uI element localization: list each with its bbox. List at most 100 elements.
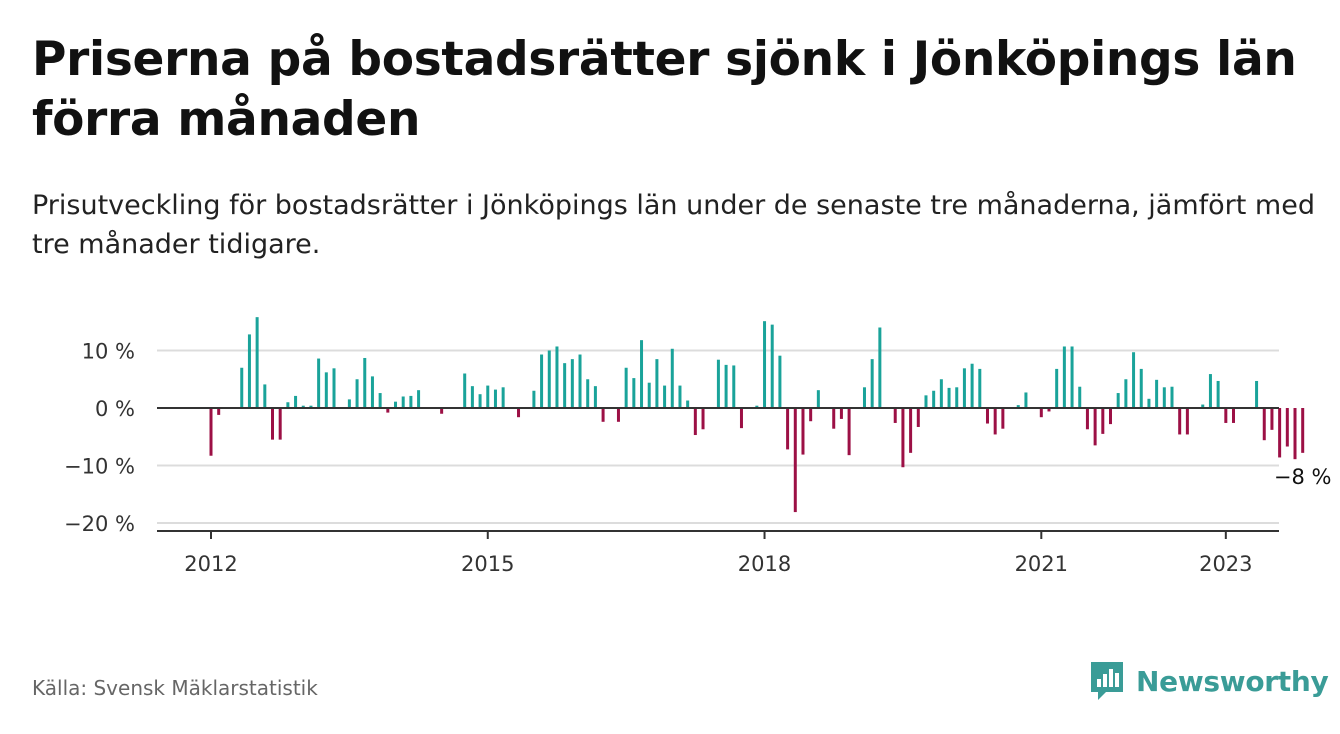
- x-tick-label: 2012: [184, 552, 237, 576]
- x-tick-label: 2021: [1015, 552, 1068, 576]
- bar: [878, 327, 882, 408]
- bar: [763, 321, 767, 408]
- bar: [1293, 408, 1297, 460]
- x-axis-ticks: 2012 2015 2018 2021 2023: [184, 531, 1253, 576]
- bar: [1024, 392, 1028, 408]
- bar: [716, 359, 720, 408]
- bar: [501, 387, 505, 408]
- bar: [947, 387, 951, 409]
- brand-name: Newsworthy: [1136, 664, 1329, 698]
- bar: [478, 394, 482, 408]
- bar: [470, 386, 474, 408]
- bar: [1301, 408, 1305, 453]
- bar: [663, 385, 667, 409]
- bar: [317, 358, 321, 408]
- bar: [570, 359, 574, 409]
- bar: [1116, 393, 1120, 408]
- bar: [409, 395, 413, 408]
- y-tick-label: −10 %: [64, 455, 135, 479]
- last-value-label: −8 %: [1274, 465, 1332, 489]
- bar: [486, 385, 490, 409]
- bar: [586, 379, 590, 408]
- bar: [240, 367, 244, 408]
- bar: [263, 384, 267, 408]
- bar: [1132, 352, 1136, 408]
- x-tick-label: 2015: [461, 552, 514, 576]
- chart-title: Priserna på bostadsrätter sjönk i Jönköp…: [32, 32, 1297, 147]
- x-tick-label: 2023: [1199, 552, 1252, 576]
- bar: [247, 334, 251, 408]
- bar: [1047, 408, 1051, 412]
- bar: [347, 399, 351, 409]
- bar: [301, 405, 305, 408]
- bar: [1201, 404, 1205, 408]
- bar: [555, 346, 559, 408]
- bar: [962, 368, 966, 408]
- bar: [1101, 408, 1105, 434]
- bar: [1016, 405, 1020, 409]
- bar: [394, 401, 398, 408]
- bar: [370, 376, 374, 409]
- bar: [517, 408, 521, 418]
- bar: [1178, 408, 1182, 435]
- bar: [993, 408, 997, 435]
- bar: [1185, 408, 1189, 435]
- bar: [1270, 408, 1274, 430]
- x-tick-label: 2018: [738, 552, 791, 576]
- bar: [271, 408, 274, 440]
- bar: [839, 408, 843, 419]
- bar: [1109, 408, 1112, 425]
- y-axis-labels: 10 % 0 % −10 % −20 %: [64, 340, 135, 537]
- bar: [563, 363, 567, 408]
- bar: [862, 387, 866, 408]
- newsworthy-logo-icon: [1091, 662, 1123, 700]
- bar: [624, 367, 628, 408]
- bar: [1085, 408, 1089, 430]
- bar-chart: 10 % 0 % −10 % −20 % 2012 2015 2018 2021 2023 −…: [64, 317, 1332, 576]
- bar: [632, 378, 636, 408]
- bar: [1232, 408, 1235, 423]
- bar: [378, 393, 382, 408]
- bar: [386, 408, 390, 413]
- bar: [1062, 346, 1066, 408]
- bar: [255, 317, 259, 408]
- bar: [286, 402, 290, 408]
- bar: [778, 355, 782, 408]
- bar: [686, 400, 690, 409]
- bar: [1255, 380, 1259, 408]
- bar: [909, 408, 913, 453]
- bar: [732, 365, 736, 408]
- y-tick-label: 0 %: [95, 397, 135, 421]
- bar: [1208, 374, 1212, 408]
- brand-logo: Newsworthy: [1088, 660, 1329, 702]
- bar: [440, 408, 444, 414]
- bar: [547, 350, 551, 408]
- bars: [209, 317, 1305, 513]
- bar: [640, 340, 644, 408]
- bar: [1216, 380, 1220, 408]
- bar: [493, 389, 497, 408]
- bar: [816, 390, 820, 408]
- bar: [1155, 379, 1159, 409]
- bar: [1078, 386, 1082, 408]
- bar: [401, 396, 405, 408]
- chart-subtitle: Prisutveckling för bostadsrätter i Jönkö…: [32, 190, 1315, 260]
- bar: [793, 408, 797, 513]
- bar: [970, 363, 974, 408]
- bar: [893, 408, 897, 423]
- bar: [901, 408, 905, 468]
- bar: [978, 368, 982, 408]
- bar: [755, 405, 759, 408]
- bar: [932, 390, 936, 408]
- bar: [924, 395, 928, 408]
- bar: [847, 408, 851, 456]
- bar: [532, 390, 536, 408]
- bar: [786, 408, 790, 450]
- bar: [209, 408, 213, 456]
- bar: [616, 408, 620, 422]
- bar: [985, 408, 989, 424]
- bar: [724, 364, 728, 409]
- bar: [693, 408, 697, 436]
- bar: [870, 359, 874, 409]
- bar: [540, 354, 544, 408]
